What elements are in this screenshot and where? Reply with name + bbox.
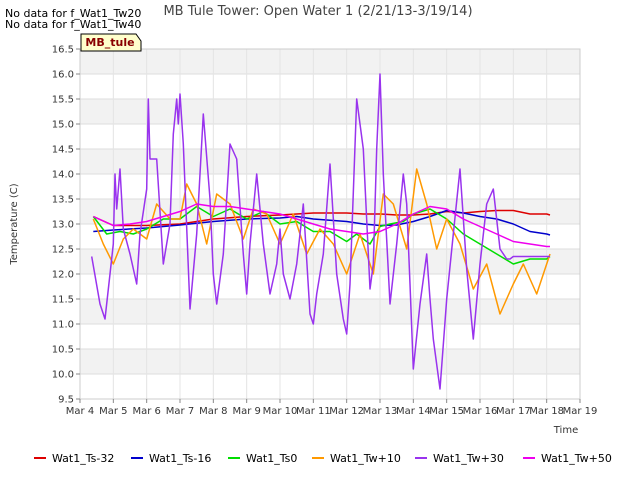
y-tick-label: 10.5	[52, 345, 74, 356]
y-axis-title: Temperature (C)	[9, 183, 20, 265]
annotation-box: MB_tule	[80, 33, 142, 52]
x-axis-title: Time	[553, 425, 578, 436]
legend-swatch	[523, 457, 535, 459]
y-tick-label: 14.0	[52, 170, 74, 181]
legend-item: Wat1_Ts0	[228, 452, 297, 465]
plot-band	[80, 349, 580, 374]
legend-item: Wat1_Tw+10	[312, 452, 401, 465]
series-line-wat1-ts0	[92, 205, 551, 265]
series-layer	[90, 73, 551, 390]
y-axis-ticks: 9.5 10.0 10.5 11.0 11.5 12.0 12.5 13.0 13.5 14.0 1…	[52, 45, 80, 406]
legend-label: Wat1_Ts-16	[149, 452, 212, 465]
nodata-message-1: No data for f_Wat1_Tw20	[5, 7, 142, 20]
y-tick-label: 12.0	[52, 270, 74, 281]
plot-background	[80, 49, 580, 399]
legend-label: Wat1_Tw+10	[330, 452, 401, 465]
y-tick-label: 16.0	[52, 70, 74, 81]
x-tick-label: Mar 5	[99, 406, 127, 417]
y-tick-label: 13.5	[52, 195, 74, 206]
legend-swatch	[131, 457, 143, 459]
y-tick-label: 16.5	[52, 45, 74, 56]
x-tick-label: Mar 4	[66, 406, 94, 417]
y-tick-label: 11.5	[52, 295, 74, 306]
series-line-wat1-tw-50	[92, 203, 550, 248]
x-tick-label: Mar 12	[329, 406, 364, 417]
legend-item: Wat1_Ts-32	[34, 452, 114, 465]
x-tick-label: Mar 16	[463, 406, 498, 417]
plot-band	[80, 74, 580, 99]
legend-label: Wat1_Ts-32	[52, 452, 115, 465]
x-tick-label: Mar 13	[363, 406, 398, 417]
legend-item: Wat1_Ts-16	[131, 452, 211, 465]
plot-band	[80, 224, 580, 249]
y-tick-label: 14.5	[52, 145, 74, 156]
plot-band	[80, 249, 580, 274]
series-line-wat1-tw-30	[90, 73, 550, 390]
x-tick-label: Mar 8	[199, 406, 227, 417]
x-tick-label: Mar 14	[396, 406, 431, 417]
x-tick-label: Mar 15	[429, 406, 464, 417]
legend-swatch	[312, 457, 324, 459]
plot-band	[80, 124, 580, 149]
nodata-message-2: No data for f_Wat1_Tw40	[5, 18, 142, 31]
x-tick-label: Mar 17	[496, 406, 531, 417]
legend-label: Wat1_Ts0	[246, 452, 298, 465]
x-tick-label: Mar 10	[263, 406, 298, 417]
annotation-label: MB_tule	[85, 36, 134, 49]
plot-band	[80, 174, 580, 199]
x-tick-label: Mar 11	[296, 406, 331, 417]
x-tick-label: Mar 9	[232, 406, 260, 417]
y-tick-label: 11.0	[52, 320, 74, 331]
legend-swatch	[34, 457, 46, 459]
x-tick-label: Mar 18	[529, 406, 564, 417]
x-tick-label: Mar 7	[166, 406, 194, 417]
x-tick-label: Mar 6	[132, 406, 160, 417]
plot-band	[80, 374, 580, 399]
plot-band	[80, 99, 580, 124]
x-tick-label: Mar 19	[563, 406, 598, 417]
y-tick-label: 10.0	[52, 370, 74, 381]
legend-item: Wat1_Tw+30	[415, 452, 504, 465]
plot-band	[80, 324, 580, 349]
legend-label: Wat1_Tw+50	[541, 452, 612, 465]
legend-label: Wat1_Tw+30	[433, 452, 504, 465]
y-tick-label: 9.5	[58, 395, 74, 406]
legend: Wat1_Ts-32 Wat1_Ts-16 Wat1_Ts0 Wat1_Tw+10 Wa…	[0, 452, 640, 470]
y-tick-label: 12.5	[52, 245, 74, 256]
chart-title: MB Tule Tower: Open Water 1 (2/21/13-3/1…	[163, 4, 472, 19]
legend-item: Wat1_Tw+50	[523, 452, 612, 465]
legend-swatch	[228, 457, 240, 459]
plot-band	[80, 49, 580, 74]
x-axis-ticks: Mar 4 Mar 5 Mar 6 Mar 7 Mar 8 Mar 9 Mar 10Mar …	[66, 399, 598, 417]
y-tick-label: 15.5	[52, 95, 74, 106]
y-tick-label: 15.0	[52, 120, 74, 131]
plot-band	[80, 274, 580, 299]
y-tick-label: 13.0	[52, 220, 74, 231]
legend-swatch	[415, 457, 427, 459]
